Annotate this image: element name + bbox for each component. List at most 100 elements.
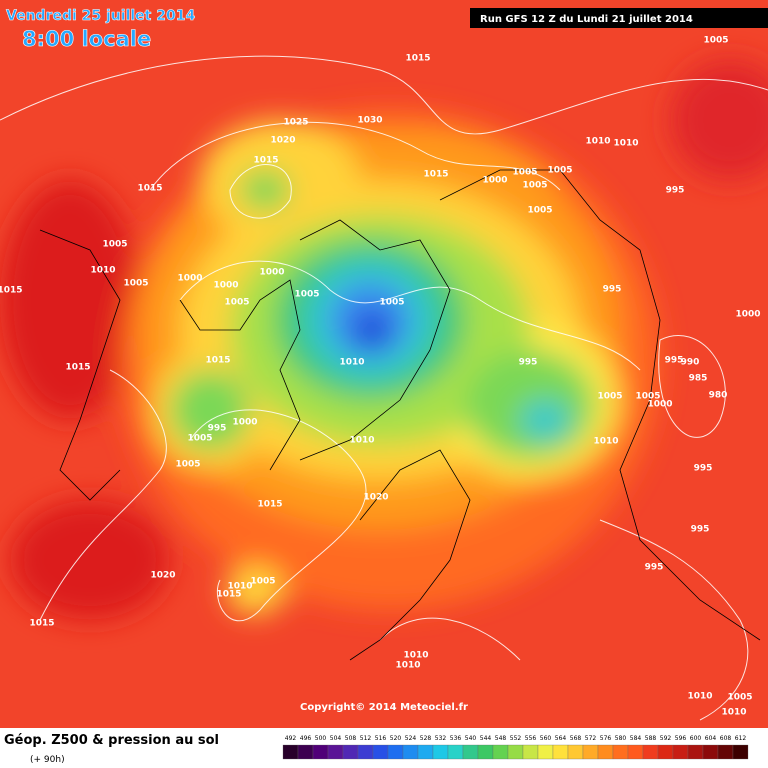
scale-swatch [612, 744, 629, 760]
scale-label: 512 [360, 735, 372, 742]
isobars [0, 55, 768, 721]
scale-label: 492 [285, 735, 297, 742]
isobar-label: 1005 [522, 181, 547, 191]
scale-swatch [462, 744, 479, 760]
isobar-label: 1015 [405, 54, 430, 64]
map-date: Vendredi 25 juillet 2014 [6, 8, 195, 24]
scale-label: 544 [480, 735, 492, 742]
scale-swatch [717, 744, 734, 760]
isobar-label: 1010 [339, 358, 364, 368]
scale-label: 580 [615, 735, 627, 742]
run-info: Run GFS 12 Z du Lundi 21 juillet 2014 [480, 14, 693, 25]
isobar-label: 1015 [257, 500, 282, 510]
scale-swatch [672, 744, 689, 760]
scale-label: 568 [570, 735, 582, 742]
isobar-label: 1020 [270, 136, 295, 146]
isobar-label: 1005 [597, 392, 622, 402]
scale-label: 532 [435, 735, 447, 742]
isobar-label: 1010 [227, 582, 252, 592]
scale-label: 596 [675, 735, 687, 742]
isobar-label: 1005 [250, 577, 275, 587]
isobar-label: 1020 [150, 571, 175, 581]
scale-label: 548 [495, 735, 507, 742]
isobar-label: 1010 [585, 137, 610, 147]
isobar-label: 985 [689, 374, 708, 384]
scale-swatch [417, 744, 434, 760]
isobar-label: 1010 [395, 661, 420, 671]
scale-label: 560 [540, 735, 552, 742]
scale-swatch [597, 744, 614, 760]
isobar-label: 1015 [205, 356, 230, 366]
isobar-label: 1005 [512, 168, 537, 178]
scale-swatch [507, 744, 524, 760]
isobar-label: 1015 [216, 590, 241, 600]
scale-label: 504 [330, 735, 342, 742]
scale-label: 564 [555, 735, 567, 742]
isobar-label: 1000 [232, 418, 257, 428]
isobar-label: 1000 [177, 274, 202, 284]
isobar-label: 990 [681, 358, 700, 368]
scale-label: 552 [510, 735, 522, 742]
scale-swatch [327, 744, 344, 760]
scale-swatch [687, 744, 704, 760]
scale-swatch [627, 744, 644, 760]
isobar-label: 1005 [379, 298, 404, 308]
isobar-label: 995 [666, 186, 685, 196]
scale-swatch [312, 744, 329, 760]
scale-swatch [567, 744, 584, 760]
copyright: Copyright© 2014 Meteociel.fr [300, 702, 468, 713]
isobar-label: 1005 [527, 206, 552, 216]
scale-label: 536 [450, 735, 462, 742]
isobar-label: 1010 [613, 139, 638, 149]
scale-swatch [732, 744, 749, 760]
isobar-label: 980 [709, 391, 728, 401]
isobar-label: 1000 [735, 310, 760, 320]
isobar-label: 1000 [213, 281, 238, 291]
isobar-label: 995 [519, 358, 538, 368]
isobar-label: 1015 [29, 619, 54, 629]
isobar-label: 995 [691, 525, 710, 535]
scale-label: 572 [585, 735, 597, 742]
scale-label: 496 [300, 735, 312, 742]
isobar-label: 1005 [703, 36, 728, 46]
isobar-label: 1010 [687, 692, 712, 702]
isobar-label: 1000 [482, 176, 507, 186]
field [0, 0, 768, 728]
scale-swatch [447, 744, 464, 760]
isobar-label: 1005 [123, 279, 148, 289]
isobar-label: 1000 [259, 268, 284, 278]
scale-label: 508 [345, 735, 357, 742]
isobar-label: 1005 [187, 434, 212, 444]
scale-label: 588 [645, 735, 657, 742]
isobar-label: 995 [208, 424, 227, 434]
scale-swatch [297, 744, 314, 760]
isobar-label: 1020 [363, 493, 388, 503]
map-time: 8:00 locale [22, 27, 151, 51]
coastlines [39, 169, 761, 661]
scale-swatch [522, 744, 539, 760]
isobar-label: 1000 [647, 400, 672, 410]
isobar-label: 1005 [547, 166, 572, 176]
scale-label: 516 [375, 735, 387, 742]
scale-label: 540 [465, 735, 477, 742]
scale-label: 520 [390, 735, 402, 742]
isobar-label: 1010 [593, 437, 618, 447]
scale-label: 608 [720, 735, 732, 742]
isobar-label: 995 [645, 563, 664, 573]
isobar-label: 1005 [224, 298, 249, 308]
scale-label: 604 [705, 735, 717, 742]
isobar-label: 1005 [294, 290, 319, 300]
scale-label: 600 [690, 735, 702, 742]
isobar-label: 995 [603, 285, 622, 295]
isobar-label: 995 [694, 464, 713, 474]
scale-swatch [477, 744, 494, 760]
scale-label: 584 [630, 735, 642, 742]
scale-label: 556 [525, 735, 537, 742]
isobar-label: 1010 [721, 708, 746, 718]
isobar-label: 1010 [90, 266, 115, 276]
scale-label: 612 [735, 735, 747, 742]
isobar-label: 1015 [0, 286, 23, 296]
scale-swatch [657, 744, 674, 760]
legend-lead: (+ 90h) [30, 755, 65, 765]
